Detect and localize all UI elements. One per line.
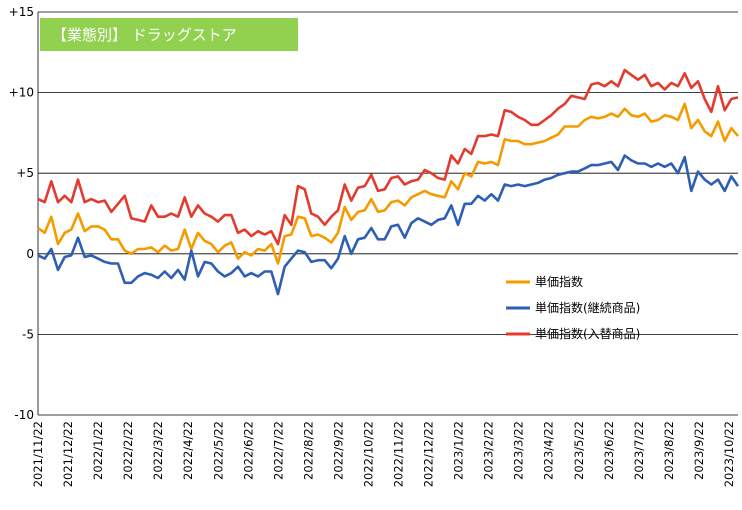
x-tick-label: 2022/4/22 <box>181 421 195 480</box>
y-tick-label: +15 <box>9 5 34 19</box>
x-axis: 2021/11/22 2021/12/22 2022/1/22 2022/2/22 20… <box>31 421 736 487</box>
series-lines <box>37 68 740 296</box>
legend-label-1: 単価指数 <box>535 274 583 289</box>
x-tick-label: 2022/12/22 <box>422 421 436 487</box>
x-tick-label: 2022/11/22 <box>392 421 406 487</box>
x-tick-label: 2023/10/22 <box>722 421 736 487</box>
x-tick-label: 2023/5/22 <box>572 421 586 480</box>
chart-title: 【業態別】 ドラッグストア <box>52 26 237 44</box>
y-tick-label: -5 <box>22 327 34 341</box>
x-tick-label: 2022/6/22 <box>241 421 255 480</box>
x-tick-label: 2022/7/22 <box>271 421 285 480</box>
y-axis-ticks: +15 +10 +5 0 -5 -10 <box>9 5 34 422</box>
series-line-1 <box>37 102 739 265</box>
x-tick-label: 2022/2/22 <box>121 421 135 480</box>
x-tick-label: 2023/3/22 <box>512 421 526 480</box>
x-tick-label: 2023/9/22 <box>692 421 706 480</box>
x-tick-label: 2023/1/22 <box>452 421 466 480</box>
y-tick-label: +5 <box>16 166 34 180</box>
x-tick-label: 2023/2/22 <box>482 421 496 480</box>
chart-title-box: 【業態別】 ドラッグストア <box>40 18 298 51</box>
y-tick-label: -10 <box>14 408 34 422</box>
y-tick-label: 0 <box>26 247 34 261</box>
x-tick-label: 2023/4/22 <box>542 421 556 480</box>
x-tick-label: 2021/11/22 <box>31 421 45 487</box>
x-tick-label: 2022/1/22 <box>91 421 105 480</box>
legend-label-3: 単価指数(入替商品) <box>535 326 640 341</box>
x-tick-label: 2023/6/22 <box>602 421 616 480</box>
series-line-2 <box>37 154 740 296</box>
x-tick-label: 2022/3/22 <box>151 421 165 480</box>
legend-label-2: 単価指数(継続商品) <box>535 300 640 315</box>
grid-lines <box>37 11 738 416</box>
x-tick-label: 2021/12/22 <box>61 421 75 487</box>
x-tick-label: 2022/10/22 <box>361 421 375 487</box>
x-tick-label: 2023/7/22 <box>632 421 646 480</box>
y-tick-label: +10 <box>9 86 34 100</box>
series-line-3 <box>37 68 739 246</box>
x-tick-label: 2022/9/22 <box>331 421 345 480</box>
chart-title-background <box>40 18 298 51</box>
x-tick-label: 2023/8/22 <box>662 421 676 480</box>
x-tick-label: 2022/8/22 <box>301 421 315 480</box>
x-tick-label: 2022/5/22 <box>211 421 225 480</box>
